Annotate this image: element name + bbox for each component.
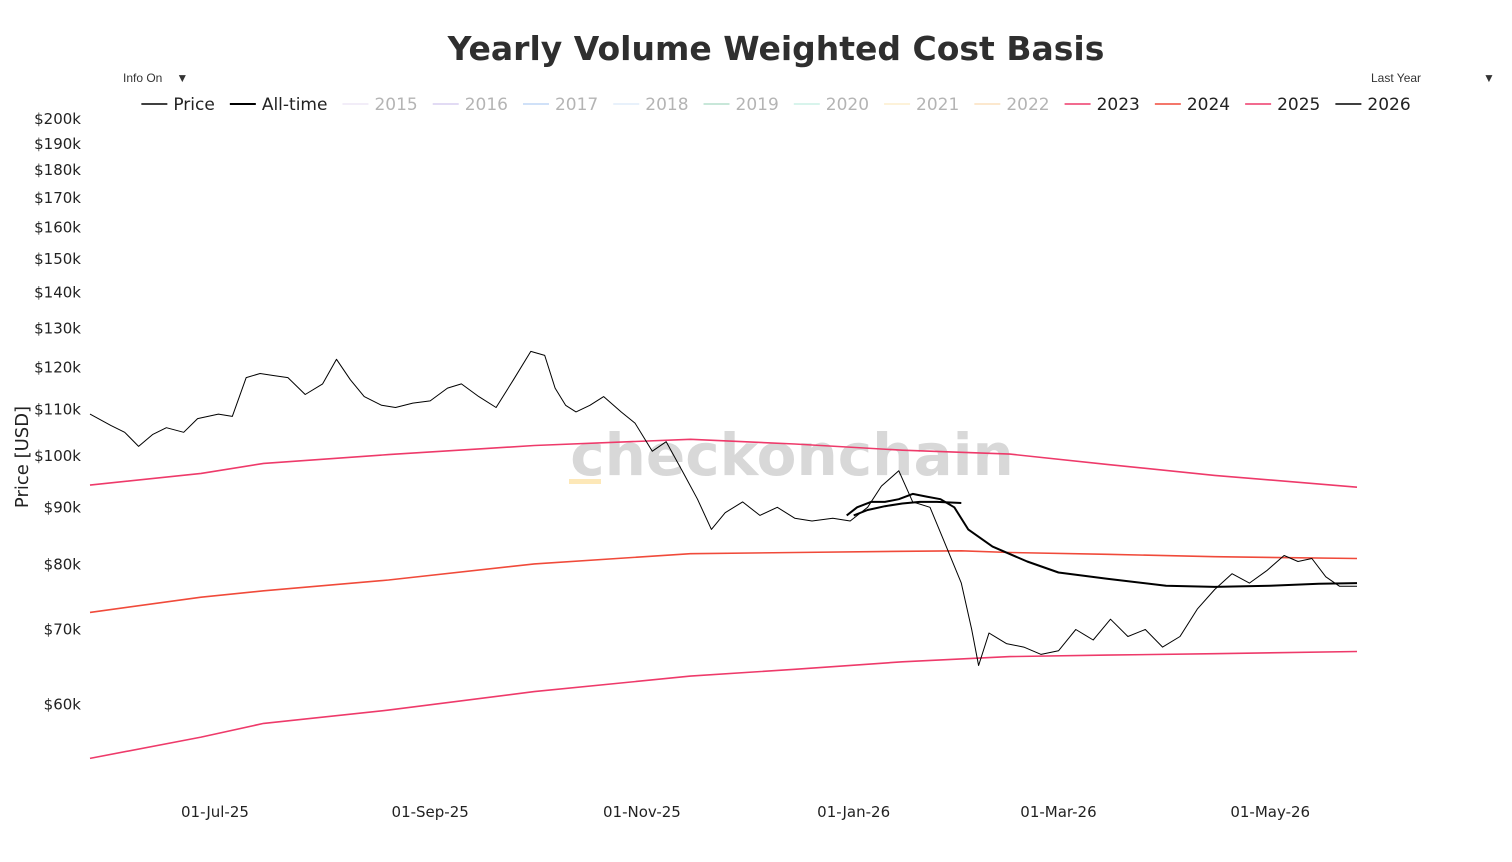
y-tick-label: $140k xyxy=(34,283,81,301)
y-tick-label: $120k xyxy=(34,358,81,376)
legend-label: 2020 xyxy=(826,95,869,115)
y-tick-label: $90k xyxy=(44,498,82,516)
y-tick-label: $190k xyxy=(34,135,81,153)
legend-label: 2024 xyxy=(1187,95,1230,115)
info-dropdown-label: Info On xyxy=(123,71,163,85)
legend-label: 2018 xyxy=(645,95,688,115)
y-axis: $60k $70k $80k $90k $100k $110k $120k $130k $140… xyxy=(34,110,81,713)
legend-label: 2026 xyxy=(1367,95,1410,115)
legend-label: 2017 xyxy=(555,95,598,115)
legend: Price All-time 2015 2016 2017 2018 2019 2020 202… xyxy=(141,95,1411,115)
series-layer xyxy=(89,350,1358,760)
y-tick-label: $100k xyxy=(34,447,81,465)
series-line-2024 xyxy=(89,550,1358,614)
x-tick-label: 01-Jul-25 xyxy=(181,803,249,821)
legend-item-2023[interactable]: 2023 xyxy=(1064,95,1140,115)
range-dropdown-label: Last Year xyxy=(1371,71,1422,85)
range-dropdown[interactable]: Last Year ▼ xyxy=(1371,71,1495,85)
y-axis-title: Price [USD] xyxy=(12,406,33,508)
watermark: checkonchain xyxy=(570,421,1014,489)
legend-label: 2025 xyxy=(1277,95,1320,115)
y-tick-label: $60k xyxy=(44,695,82,713)
legend-item-2017[interactable]: 2017 xyxy=(522,95,598,115)
series-line-all-time xyxy=(846,492,1358,588)
legend-item-2019[interactable]: 2019 xyxy=(703,95,779,115)
legend-label: 2019 xyxy=(736,95,779,115)
legend-label: 2021 xyxy=(916,95,959,115)
x-tick-label: 01-Jan-26 xyxy=(817,803,890,821)
legend-item-price[interactable]: Price xyxy=(141,95,215,115)
x-tick-label: 01-Nov-25 xyxy=(603,803,681,821)
chevron-down-icon: ▼ xyxy=(1483,71,1495,85)
y-tick-label: $170k xyxy=(34,189,81,207)
legend-item-2020[interactable]: 2020 xyxy=(793,95,869,115)
chevron-down-icon: ▼ xyxy=(176,71,189,85)
legend-item-2018[interactable]: 2018 xyxy=(613,95,689,115)
y-tick-label: $150k xyxy=(34,250,81,268)
series-line-2026 xyxy=(853,500,962,517)
legend-item-2024[interactable]: 2024 xyxy=(1154,95,1230,115)
y-tick-label: $130k xyxy=(34,319,81,337)
y-tick-label: $80k xyxy=(44,556,82,574)
y-tick-label: $110k xyxy=(34,401,81,419)
legend-item-2022[interactable]: 2022 xyxy=(974,95,1050,115)
legend-item-2021[interactable]: 2021 xyxy=(884,95,959,115)
info-dropdown[interactable]: Info On ▼ xyxy=(123,71,188,85)
series-line-price xyxy=(89,350,1357,666)
watermark-accent xyxy=(569,479,601,484)
legend-label: Price xyxy=(173,95,214,115)
chart-title: Yearly Volume Weighted Cost Basis xyxy=(447,29,1105,68)
x-tick-label: 01-Sep-25 xyxy=(392,803,469,821)
series-line-2023 xyxy=(89,438,1358,488)
legend-label: 2015 xyxy=(374,95,417,115)
legend-item-all-time[interactable]: All-time xyxy=(229,95,328,115)
x-axis: 01-Jul-25 01-Sep-25 01-Nov-25 01-Jan-26 01-M… xyxy=(181,803,1310,821)
legend-item-2026[interactable]: 2026 xyxy=(1335,95,1411,115)
x-tick-label: 01-May-26 xyxy=(1230,803,1310,821)
x-tick-label: 01-Mar-26 xyxy=(1020,803,1096,821)
legend-label: 2016 xyxy=(465,95,508,115)
legend-label: 2022 xyxy=(1006,95,1049,115)
legend-item-2016[interactable]: 2016 xyxy=(432,95,508,115)
legend-label: All-time xyxy=(262,95,328,115)
y-tick-label: $180k xyxy=(34,161,81,179)
y-tick-label: $160k xyxy=(34,219,81,237)
legend-item-2015[interactable]: 2015 xyxy=(342,95,418,115)
y-tick-label: $200k xyxy=(34,110,81,128)
series-line-2025 xyxy=(89,650,1358,760)
legend-label: 2023 xyxy=(1097,95,1140,115)
legend-item-2025[interactable]: 2025 xyxy=(1245,95,1320,115)
y-tick-label: $70k xyxy=(44,620,82,638)
